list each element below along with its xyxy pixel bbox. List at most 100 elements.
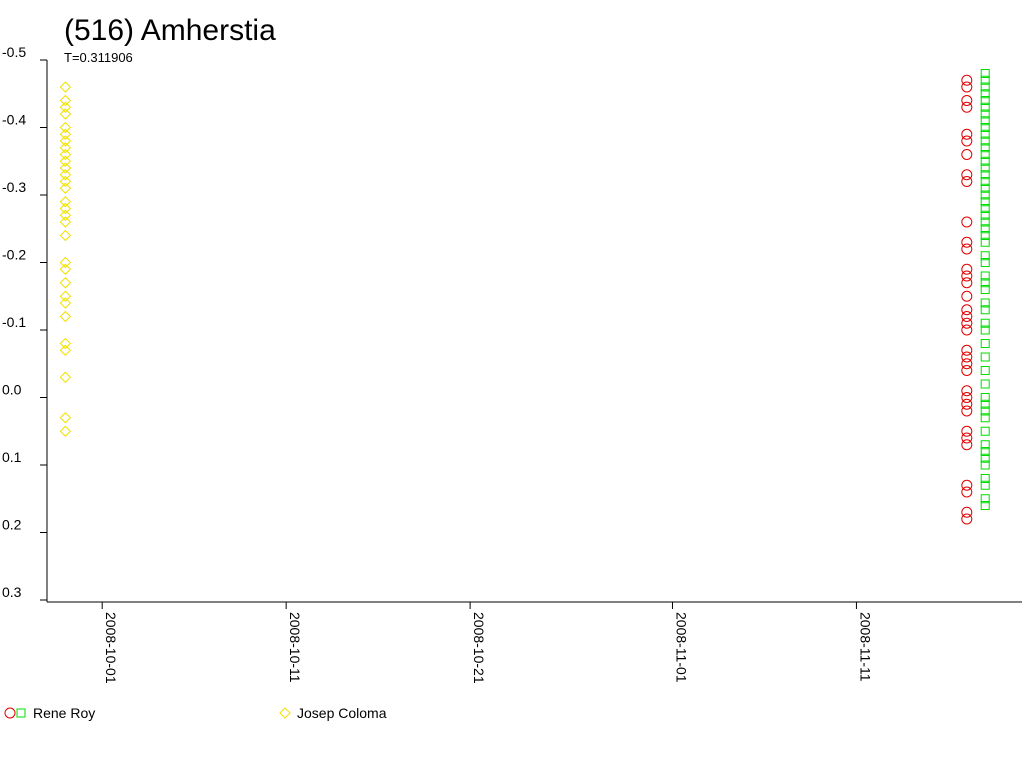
data-point [980,129,990,139]
y-tick-label: -0.5 [2,44,26,60]
data-point [961,169,973,181]
data-point [59,81,72,93]
data-point [59,310,72,323]
data-point [961,344,973,356]
data-point [980,460,990,470]
data-point [59,337,72,350]
data-point [980,285,990,294]
data-point [980,143,990,153]
data-point [980,116,990,126]
data-point [980,204,990,213]
data-point [980,123,990,132]
data-point [59,263,72,275]
data-point [59,344,72,356]
data-point [961,216,973,228]
data-point [980,217,990,227]
data-point [980,75,990,85]
y-tick-label: -0.4 [2,112,26,128]
data-point [980,325,990,335]
data-point [961,270,973,282]
data-point [59,162,72,174]
data-point [59,169,72,181]
data-point [980,136,990,146]
data-point [980,89,990,99]
y-tick-label: 0.1 [2,449,22,465]
data-point [59,297,72,309]
data-point [980,82,990,92]
data-point [59,371,72,383]
data-point [980,305,990,315]
data-point [961,439,973,451]
data-point [961,135,973,147]
data-point [980,352,990,362]
data-point [980,69,990,78]
data-point [59,175,72,188]
data-point [980,150,990,159]
x-tick-label: 2008-10-21 [471,612,487,684]
data-point [59,128,72,140]
x-tick-label: 2008-11-01 [673,612,689,683]
data-point [980,197,990,207]
data-point [961,317,973,329]
data-point [980,399,990,409]
chart-subtitle: T=0.311906 [64,50,133,65]
data-point [980,440,990,450]
data-point [961,74,973,86]
data-point [980,170,990,180]
y-tick-label: -0.1 [2,314,26,330]
data-point [961,506,973,518]
data-point [980,339,990,348]
data-point [980,210,990,220]
y-tick-label: 0.0 [2,382,22,398]
data-point [961,513,973,525]
data-point [59,121,72,134]
data-point [961,425,973,437]
data-point [980,393,990,402]
data-point [980,109,990,119]
data-point [961,236,973,248]
legend-label: Josep Coloma [297,705,387,721]
data-point [961,385,973,397]
data-point [59,196,72,208]
chart-title: (516) Amherstia [64,14,276,47]
data-point [961,95,973,106]
data-point [59,155,72,167]
data-point [59,425,72,437]
data-point [980,278,990,288]
data-point [980,298,990,308]
data-point [59,108,72,120]
y-tick-label: 0.2 [2,517,22,533]
data-point [961,405,973,417]
y-tick-label: -0.2 [2,247,26,263]
data-point [980,163,990,173]
data-point [961,290,973,302]
data-point [59,94,72,107]
data-point [980,251,990,261]
data-point [59,412,72,424]
legend-marker [279,707,291,719]
data-point [59,202,72,215]
data-point [59,142,72,154]
data-point [59,101,72,113]
y-tick-label: 0.3 [2,584,22,600]
data-point [980,224,990,234]
data-point [980,426,990,436]
data-point [59,148,72,161]
data-point [59,182,72,194]
data-point [980,453,990,463]
data-point [980,379,990,389]
data-point [961,432,973,444]
data-point [980,258,990,267]
data-point [961,358,973,370]
data-point [961,81,973,93]
data-point [980,474,990,483]
data-point [980,447,990,456]
data-point [980,413,990,423]
data-point [980,406,990,416]
data-point [59,290,72,302]
data-point [980,271,990,281]
x-tick-label: 2008-11-11 [857,612,873,682]
data-point [961,176,973,187]
data-point [980,318,990,328]
data-point [980,177,990,186]
